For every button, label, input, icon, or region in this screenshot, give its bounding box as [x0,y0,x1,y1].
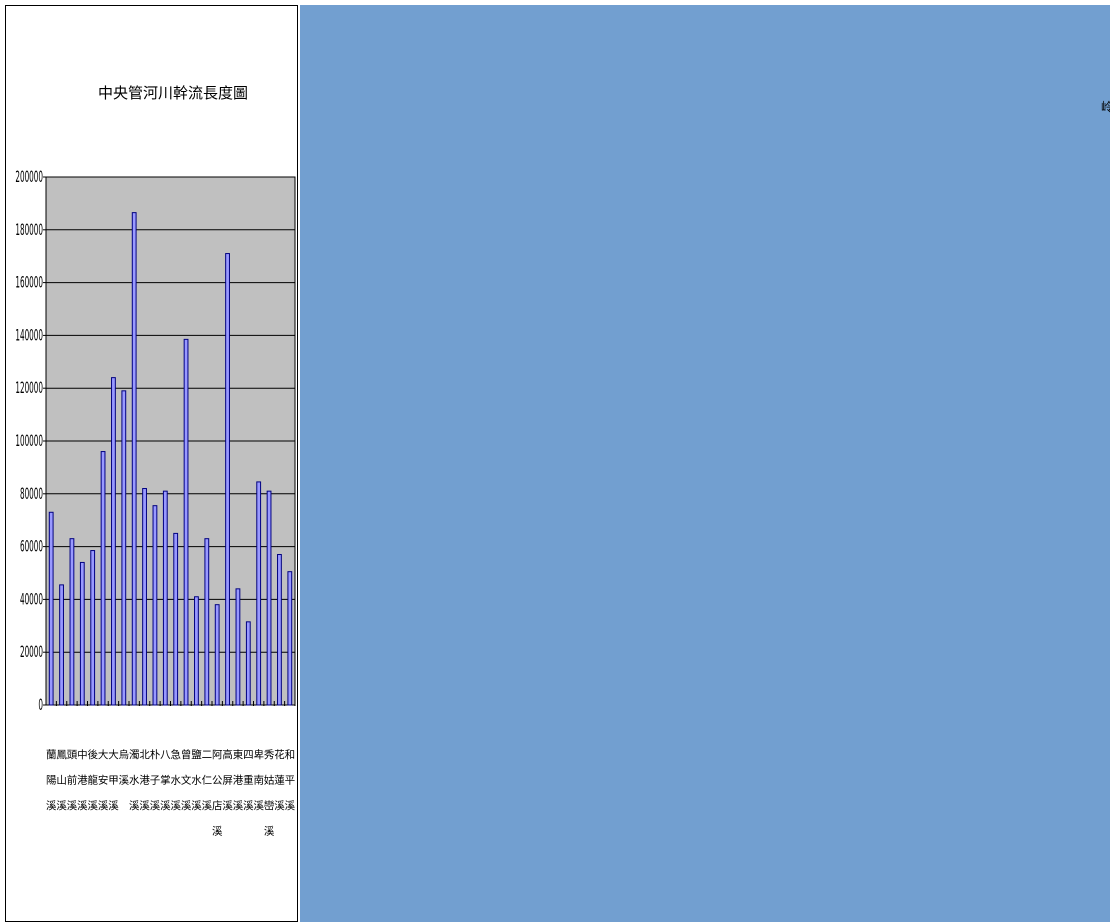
category-label: 急水溪 [170,748,181,812]
y-tick-label: 140000 [15,326,43,345]
bar-24 [287,571,293,706]
category-label: 北港溪 [139,749,150,812]
chart-title: 中央管河川幹流長度圖 [98,84,248,102]
bar-17 [214,604,220,706]
category-label: 花蓮溪 [274,748,285,812]
bar-18 [225,253,230,706]
bar-13 [173,532,179,706]
category-label: 四重溪 [243,749,254,812]
y-tick-label: 20000 [20,643,43,662]
category-label: 後龍溪 [87,748,98,812]
bar-14 [183,338,189,706]
bar-4 [79,561,85,706]
y-tick-label: 80000 [20,485,43,504]
bar-6 [100,451,106,706]
category-label: 阿公店溪 [212,749,223,838]
category-label: 大甲溪 [108,748,119,812]
y-tick-label: 200000 [15,168,43,187]
category-label: 中港溪 [77,748,88,812]
y-tick-label: 40000 [20,590,43,609]
bar-5 [90,550,96,706]
bar-9 [131,212,137,706]
bar-1 [48,511,54,706]
y-tick-label: 60000 [20,538,43,557]
category-label: 大安溪 [98,748,109,812]
bar-15 [194,596,199,706]
category-label: 鳳山溪 [56,749,67,812]
category-label: 曾文溪 [181,748,192,812]
y-tick-label: 100000 [15,432,43,451]
bar-10 [142,488,147,706]
category-label: 高屏溪 [222,748,233,812]
y-tick-label: 180000 [15,221,43,240]
category-label: 秀姑巒溪 [264,749,275,838]
background-area [300,5,1110,922]
y-tick-label: 160000 [15,274,43,293]
bar-2 [59,584,64,706]
bar-7 [111,377,116,706]
category-label: 烏溪 [119,748,130,787]
bar-3 [69,538,75,706]
category-label: 和平溪 [285,749,296,812]
bar-chart: 中央管河川幹流長度圖 0 20000 40000 60000 80000 100000 120… [15,84,296,838]
bar-22 [266,490,272,706]
bar-23 [277,554,282,706]
bar-20 [245,621,251,706]
category-label: 蘭陽溪 [46,748,57,812]
category-label: 卑南溪 [253,748,264,812]
y-tick-label: 0 [38,696,43,715]
bar-11 [152,505,158,706]
bar-8 [121,390,127,706]
category-label: 二仁溪 [202,749,213,812]
y-tick-label: 120000 [15,379,43,398]
edge-text-fragment: 岭 [1101,100,1110,114]
bar-19 [235,588,241,706]
category-label: 東港溪 [233,748,244,812]
bar-16 [204,538,210,706]
category-label: 濁水溪 [129,749,140,812]
bar-21 [256,481,262,706]
category-label: 鹽水溪 [191,748,202,812]
category-label: 八掌溪 [160,749,171,812]
chart-panel: 中央管河川幹流長度圖 0 20000 40000 60000 80000 100000 120… [5,5,298,922]
category-label: 朴子溪 [150,748,161,812]
category-label: 頭前溪 [67,749,78,812]
bar-12 [162,490,168,706]
